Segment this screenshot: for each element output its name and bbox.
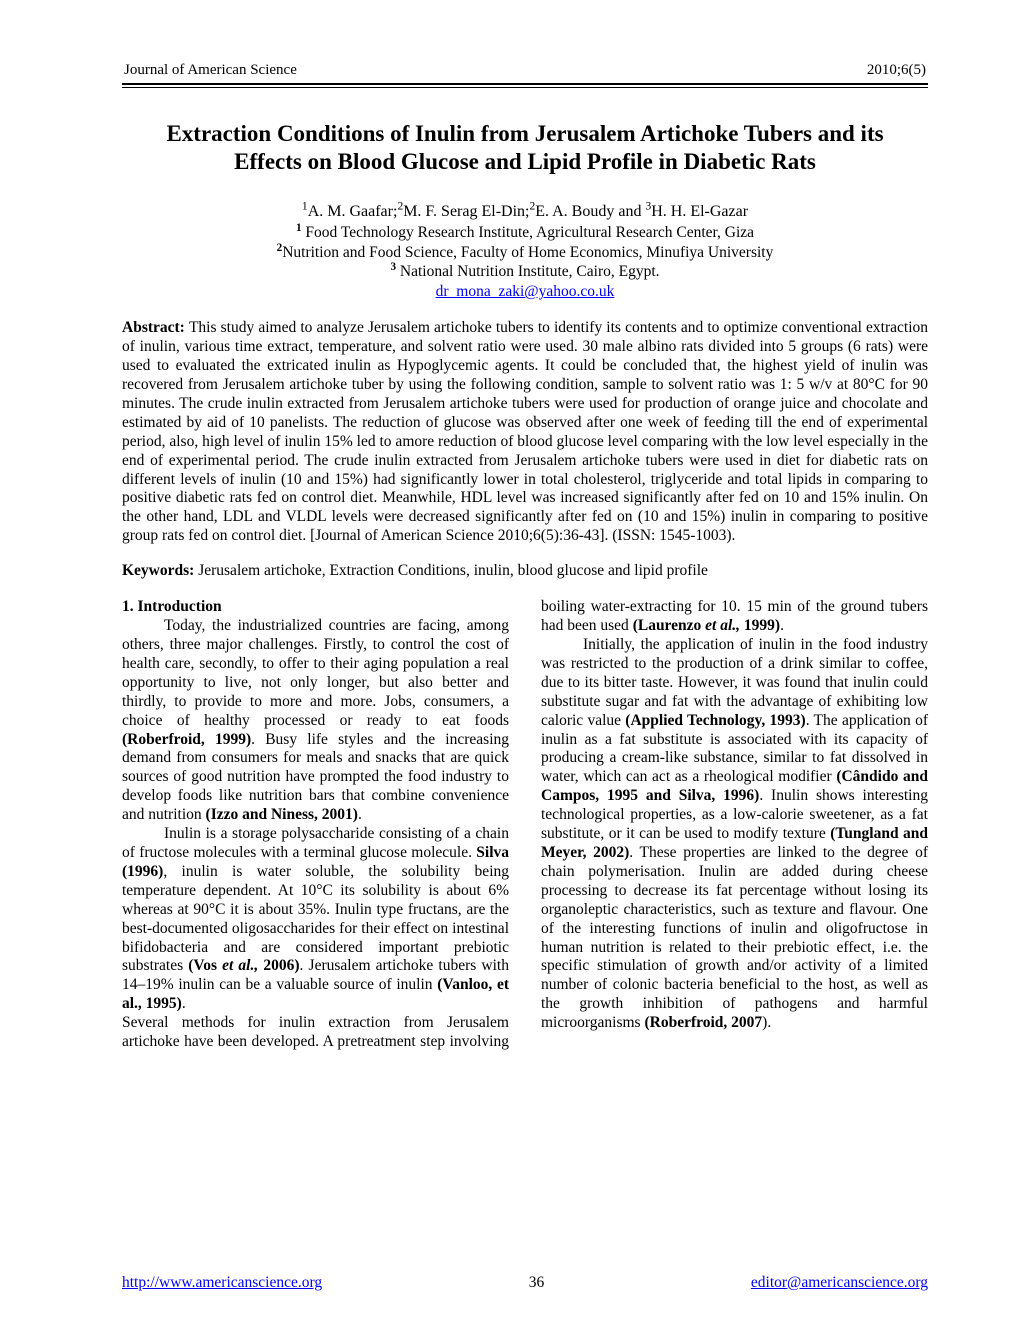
page-footer: http://www.americanscience.org 36 editor…: [122, 1274, 928, 1292]
body-text: .: [182, 995, 186, 1012]
citation: (Roberfroid, 1999): [122, 731, 251, 748]
keywords-text: Jerusalem artichoke, Extraction Conditio…: [198, 562, 708, 579]
author-3: E. A. Boudy and: [535, 203, 645, 220]
affil-text-2: Nutrition and Food Science, Faculty of H…: [282, 244, 773, 261]
abstract: Abstract: This study aimed to analyze Je…: [122, 319, 928, 546]
keywords-label: Keywords:: [122, 562, 198, 579]
header-rule: [122, 83, 928, 88]
paragraph: Today, the industrialized countries are …: [122, 617, 509, 825]
affiliation-1: 1 Food Technology Research Institute, Ag…: [122, 223, 928, 242]
body-text: .: [780, 617, 784, 634]
contact-email: dr_mona_zaki@yahoo.co.uk: [122, 283, 928, 301]
title-line-1: Extraction Conditions of Inulin from Jer…: [166, 121, 883, 146]
keywords: Keywords: Jerusalem artichoke, Extractio…: [122, 562, 928, 580]
body-text: Inulin is a storage polysaccharide consi…: [122, 825, 509, 861]
abstract-text: This study aimed to analyze Jerusalem ar…: [122, 319, 928, 544]
section-heading-introduction: 1. Introduction: [122, 598, 509, 617]
citation: (Roberfroid, 2007: [644, 1014, 762, 1031]
paragraph: Inulin is a storage polysaccharide consi…: [122, 825, 509, 1014]
author-4: H. H. El-Gazar: [651, 203, 748, 220]
body-text: .: [358, 806, 362, 823]
author-line: 1A. M. Gaafar;2M. F. Serag El-Din;2E. A.…: [122, 203, 928, 221]
affil-text-3: National Nutrition Institute, Cairo, Egy…: [396, 263, 659, 280]
footer-right-link[interactable]: editor@americanscience.org: [751, 1274, 928, 1292]
article-title: Extraction Conditions of Inulin from Jer…: [150, 120, 900, 175]
citation: (Applied Technology, 1993): [625, 712, 805, 729]
citation: (Laurenzo et al., 1999): [633, 617, 780, 634]
affil-text-1: Food Technology Research Institute, Agri…: [302, 224, 755, 241]
page-number: 36: [529, 1274, 545, 1292]
issue-label: 2010;6(5): [867, 62, 926, 79]
running-header: Journal of American Science 2010;6(5): [122, 62, 928, 83]
body-columns: 1. Introduction Today, the industrialize…: [122, 598, 928, 1052]
citation: (Izzo and Niness, 2001): [206, 806, 358, 823]
email-link[interactable]: dr_mona_zaki@yahoo.co.uk: [436, 283, 615, 300]
footer-left-link[interactable]: http://www.americanscience.org: [122, 1274, 322, 1292]
body-text: Today, the industrialized countries are …: [122, 617, 509, 729]
author-1: A. M. Gaafar;: [308, 203, 398, 220]
journal-name: Journal of American Science: [124, 62, 297, 79]
abstract-label: Abstract:: [122, 319, 189, 336]
author-2: M. F. Serag El-Din;: [403, 203, 529, 220]
affiliation-3: 3 National Nutrition Institute, Cairo, E…: [122, 262, 928, 281]
body-text: ).: [762, 1014, 771, 1031]
affiliation-2: 2Nutrition and Food Science, Faculty of …: [122, 243, 928, 262]
citation: (Vos et al., 2006): [188, 957, 299, 974]
body-text: . These properties are linked to the deg…: [541, 844, 928, 1031]
paragraph: Initially, the application of inulin in …: [541, 636, 928, 1033]
page: Journal of American Science 2010;6(5) Ex…: [0, 0, 1020, 1320]
title-line-2: Effects on Blood Glucose and Lipid Profi…: [234, 149, 816, 174]
